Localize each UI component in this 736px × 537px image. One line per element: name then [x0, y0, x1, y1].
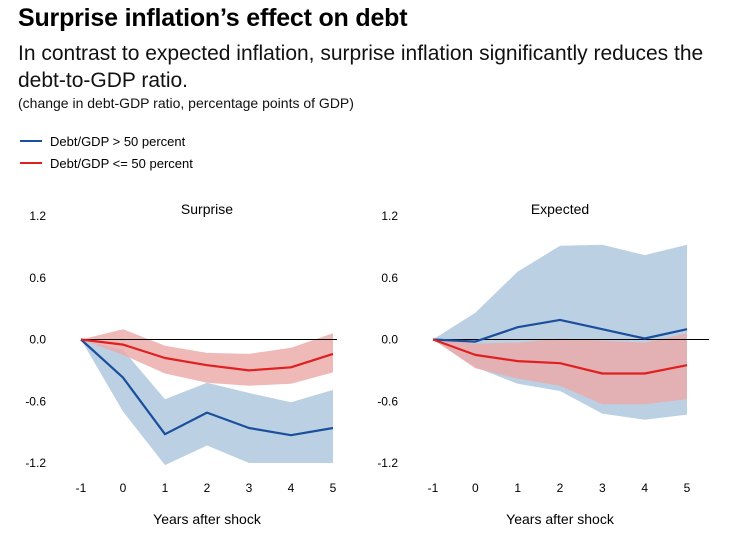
line-expected-series-2 — [432, 338, 688, 375]
x-tick-label-expected: 3 — [599, 481, 606, 495]
legend-item-high-debt: Debt/GDP > 50 percent — [20, 130, 193, 152]
line-surprise-series-1 — [80, 338, 334, 437]
x-tick-label-expected: 1 — [514, 481, 521, 495]
y-tick-label-expected: -1.2 — [377, 456, 398, 470]
x-axis-label-surprise: Years after shock — [153, 511, 262, 527]
line-surprise-series-2 — [80, 338, 334, 372]
y-tick-label-expected: 0.0 — [381, 333, 398, 347]
y-tick-label-surprise: 1.2 — [29, 209, 46, 223]
panel-title-expected: Expected — [531, 201, 589, 217]
y-tick-label-surprise: 0.0 — [29, 333, 46, 347]
x-tick-label-surprise: -1 — [76, 481, 87, 495]
x-tick-label-surprise: 1 — [162, 481, 169, 495]
x-tick-label-expected: 4 — [641, 481, 648, 495]
band-surprise-series-2 — [81, 329, 333, 386]
units-note: (change in debt-GDP ratio, percentage po… — [18, 95, 354, 111]
legend-label-high-debt: Debt/GDP > 50 percent — [50, 133, 186, 149]
band-surprise-series-1 — [81, 339, 333, 466]
y-tick-label-expected: 1.2 — [381, 209, 398, 223]
y-tick-label-surprise: -0.6 — [25, 394, 46, 408]
legend-label-low-debt: Debt/GDP <= 50 percent — [50, 155, 193, 171]
legend: Debt/GDP > 50 percent Debt/GDP <= 50 per… — [20, 130, 193, 174]
x-tick-label-surprise: 0 — [120, 481, 127, 495]
line-expected-series-1 — [432, 318, 688, 343]
panel-surprise: Surprise 1.2 0.6 0.0 -0.6 -1.2 -1 0 1 2 3 4 5 Years a… — [25, 201, 337, 527]
x-tick-label-expected: 2 — [557, 481, 564, 495]
x-tick-label-expected: 5 — [684, 481, 691, 495]
legend-item-low-debt: Debt/GDP <= 50 percent — [20, 152, 193, 174]
x-tick-label-surprise: 2 — [204, 481, 211, 495]
y-tick-label-expected: -0.6 — [377, 394, 398, 408]
x-tick-label-expected: 0 — [472, 481, 479, 495]
x-axis-label-expected: Years after shock — [506, 511, 615, 527]
y-tick-label-surprise: 0.6 — [29, 271, 46, 285]
panel-title-surprise: Surprise — [181, 201, 233, 217]
panel-expected: Expected 1.2 0.6 0.0 -0.6 -1.2 -1 0 1 2 3 4 5 Years a… — [377, 201, 709, 527]
x-tick-label-surprise: 3 — [246, 481, 253, 495]
legend-swatch-high-debt — [20, 140, 42, 142]
legend-swatch-low-debt — [20, 162, 42, 164]
band-expected-series-2 — [433, 333, 687, 405]
y-tick-label-surprise: -1.2 — [25, 456, 46, 470]
chart-title: Surprise inflation’s effect on debt — [18, 4, 408, 32]
x-tick-label-expected: -1 — [428, 481, 439, 495]
chart-subtitle: In contrast to expected inflation, surpr… — [18, 42, 704, 92]
x-tick-label-surprise: 5 — [330, 481, 337, 495]
x-tick-label-surprise: 4 — [288, 481, 295, 495]
y-tick-label-expected: 0.6 — [381, 271, 398, 285]
